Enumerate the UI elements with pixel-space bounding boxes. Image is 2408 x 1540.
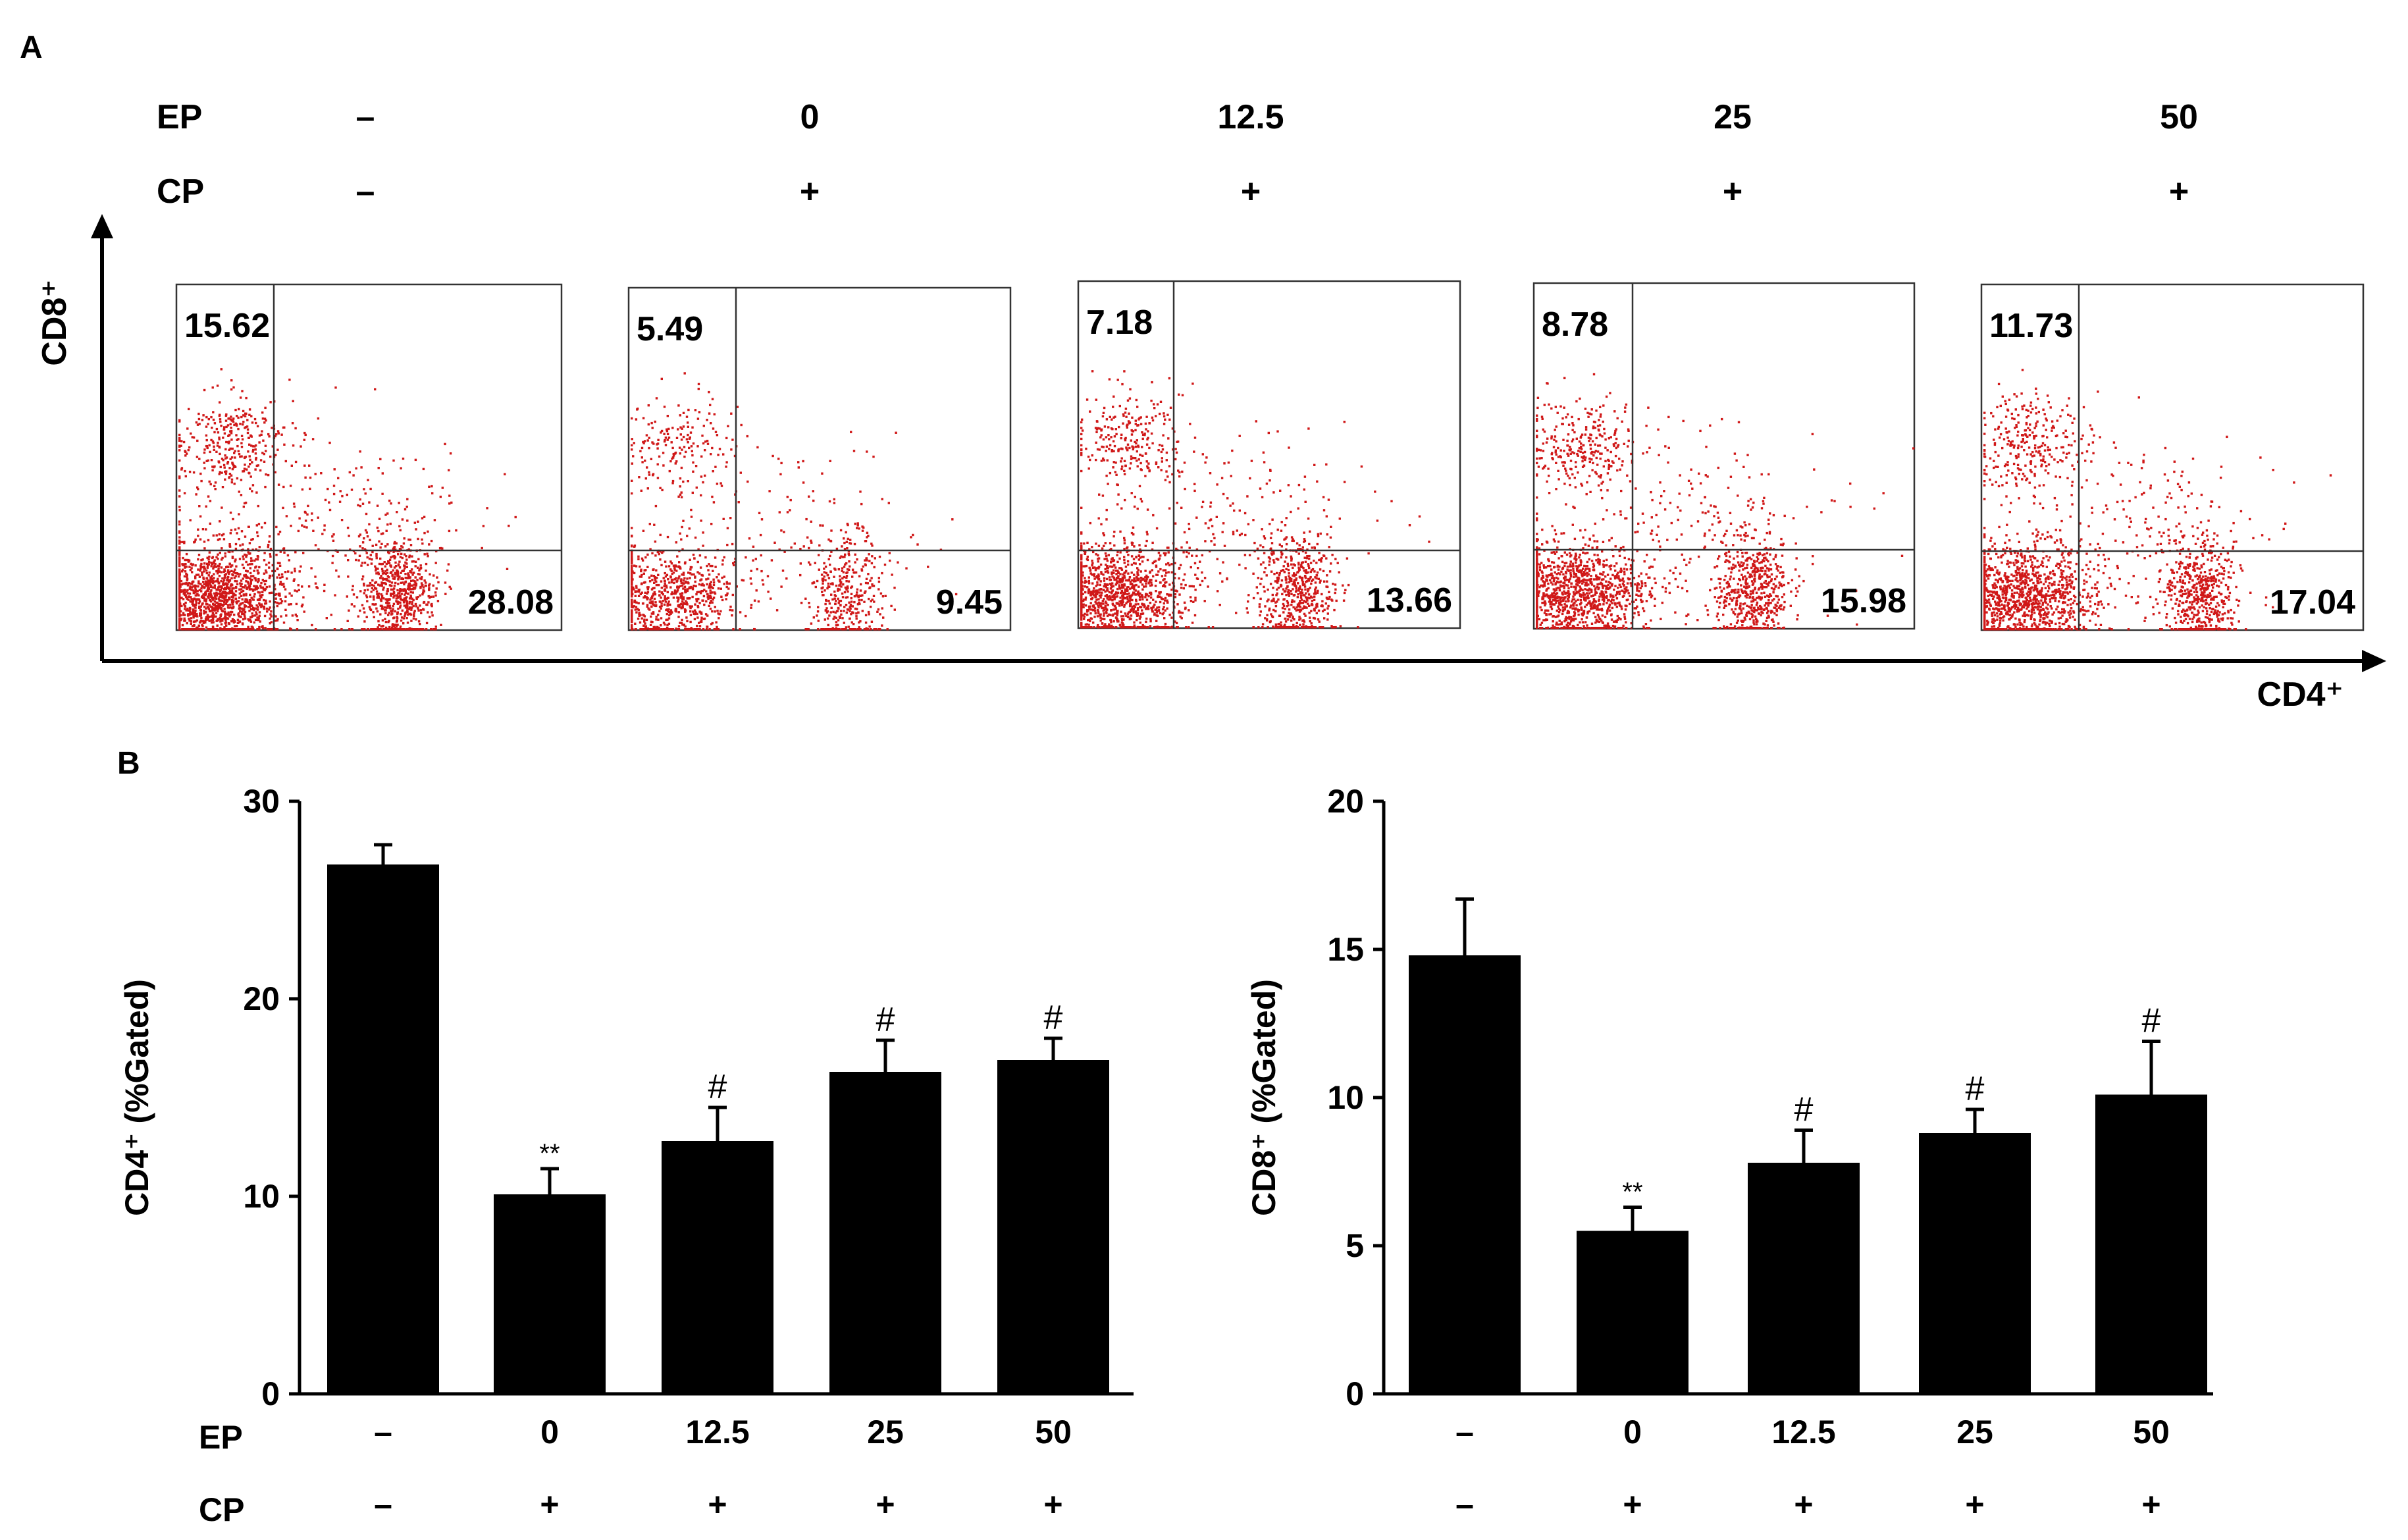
cp-row-label: CP: [199, 1491, 244, 1528]
ep-value: 12.5: [685, 1414, 749, 1450]
bar: [1409, 955, 1521, 1394]
y-tick-label: 15: [1327, 931, 1364, 968]
flow-plot: 15.62 28.08: [175, 283, 563, 631]
bar: [494, 1194, 606, 1394]
cp-value: +: [1794, 1486, 1813, 1523]
flow-plot: 7.18 13.66: [1077, 280, 1461, 629]
bar: [2095, 1094, 2207, 1394]
bar: [997, 1060, 1109, 1394]
cp-value: –: [356, 173, 375, 211]
y-tick-label: 30: [243, 783, 280, 820]
bar: [327, 864, 439, 1394]
bar: [829, 1072, 941, 1394]
ep-value: –: [1455, 1414, 1474, 1450]
ep-row-label: EP: [199, 1419, 243, 1456]
cd8-axis-arrow: [91, 214, 113, 238]
cp-value: –: [374, 1486, 392, 1523]
y-tick-label: 10: [243, 1178, 280, 1215]
flow-plot-frame: [175, 283, 563, 631]
cp-value: +: [1623, 1486, 1642, 1523]
flow-plot-dots: [1536, 373, 1915, 629]
ep-value: 12.5: [1217, 98, 1284, 136]
cd8-percentage: 15.62: [184, 307, 270, 345]
cp-value: +: [876, 1486, 895, 1523]
ep-value: 0: [1623, 1414, 1642, 1450]
cp-value: +: [800, 173, 820, 211]
cd8-percentage: 11.73: [1989, 307, 2073, 345]
flow-plot: 11.73 17.04: [1980, 283, 2365, 631]
cd4-axis-arrow: [2362, 650, 2386, 672]
cp-value: +: [2169, 173, 2189, 211]
cd8-percentage: 8.78: [1542, 305, 1608, 344]
flow-plot: 8.78 15.98: [1532, 282, 1916, 630]
flow-plot-dots: [1983, 369, 2332, 631]
flow-plot-frame: [1077, 280, 1461, 629]
cd4-percentage: 28.08: [468, 583, 554, 622]
cd8-percentage: 5.49: [637, 310, 703, 348]
y-axis-title: CD8⁺ (%Gated): [1245, 979, 1282, 1216]
cd4-axis-label: CD4⁺: [2257, 676, 2343, 714]
significance-mark: **: [539, 1139, 560, 1168]
panel-a-ep-row: – 0 12.5 25 50: [356, 98, 2198, 136]
significance-mark: #: [1966, 1070, 1985, 1108]
significance-mark: #: [708, 1068, 727, 1106]
flow-plots: 15.62 28.08 5.49 9.45 7.18 13.66 8.78 15.98 11.7…: [175, 280, 2365, 631]
significance-mark: #: [2142, 1002, 2161, 1040]
cp-value: +: [1965, 1486, 1984, 1523]
ep-value: 0: [540, 1414, 559, 1450]
cd4-percentage: 15.98: [1821, 582, 1906, 620]
ep-value: 50: [2133, 1414, 2170, 1450]
significance-mark: #: [876, 1001, 895, 1039]
cp-value: +: [1043, 1486, 1062, 1523]
cp-value: +: [1241, 173, 1261, 211]
flow-plot-dots: [631, 372, 958, 631]
ep-value: 50: [2160, 98, 2198, 136]
cd8-axis-label: CD8⁺: [36, 279, 74, 365]
panel-a-ep-label: EP: [157, 98, 202, 136]
cd4-percentage: 13.66: [1367, 581, 1452, 620]
panel-a-axes: CD8⁺ CD4⁺: [36, 214, 2386, 714]
cd4-percentage: 9.45: [936, 583, 1003, 622]
ep-value: 25: [1714, 98, 1752, 136]
ep-value: 12.5: [1771, 1414, 1835, 1450]
y-tick-label: 5: [1346, 1227, 1364, 1264]
bar: [1748, 1163, 1860, 1394]
ep-value: –: [356, 98, 375, 136]
y-tick-label: 0: [261, 1375, 280, 1412]
y-tick-label: 20: [1327, 783, 1364, 820]
cp-value: +: [540, 1486, 559, 1523]
y-tick-label: 0: [1346, 1375, 1364, 1412]
ep-value: 25: [1956, 1414, 1993, 1450]
cp-value: +: [1723, 173, 1742, 211]
cd8-bar-chart: 0 5 10 15 20 CD8⁺ (%Gated) – – ** 0 + #12.5 + #25 + #50…: [1245, 783, 2213, 1523]
ep-value: 50: [1035, 1414, 1072, 1450]
cd4-percentage: 17.04: [2270, 583, 2355, 622]
significance-mark: #: [1044, 999, 1063, 1037]
panel-a-cp-row: – + + + +: [356, 173, 2189, 211]
panel-a-label: A: [20, 30, 43, 65]
bar: [662, 1141, 773, 1394]
flow-plot-frame: [627, 286, 1012, 631]
ep-value: 0: [800, 98, 820, 136]
panel-a-cp-label: CP: [157, 173, 204, 211]
cd4-bar-chart: 0 10 20 30 CD4⁺ (%Gated) – – ** 0 + #12.5 + #25 + #50 +…: [118, 783, 1134, 1528]
cp-value: +: [708, 1486, 727, 1523]
cp-value: +: [2141, 1486, 2160, 1523]
flow-plot-dots: [178, 368, 517, 631]
significance-mark: #: [1794, 1091, 1814, 1129]
ep-value: –: [374, 1414, 392, 1450]
y-axis-title: CD4⁺ (%Gated): [118, 979, 155, 1216]
flow-plot: 5.49 9.45: [627, 286, 1012, 631]
panel-b-label: B: [117, 746, 140, 781]
flow-plot-frame: [1532, 282, 1916, 630]
bar: [1919, 1133, 2031, 1394]
cp-value: –: [1455, 1486, 1474, 1523]
cd8-percentage: 7.18: [1086, 304, 1153, 342]
y-tick-label: 20: [243, 980, 280, 1017]
ep-value: 25: [867, 1414, 904, 1450]
y-tick-label: 10: [1327, 1079, 1364, 1116]
significance-mark: **: [1622, 1178, 1642, 1207]
bar: [1577, 1231, 1688, 1394]
